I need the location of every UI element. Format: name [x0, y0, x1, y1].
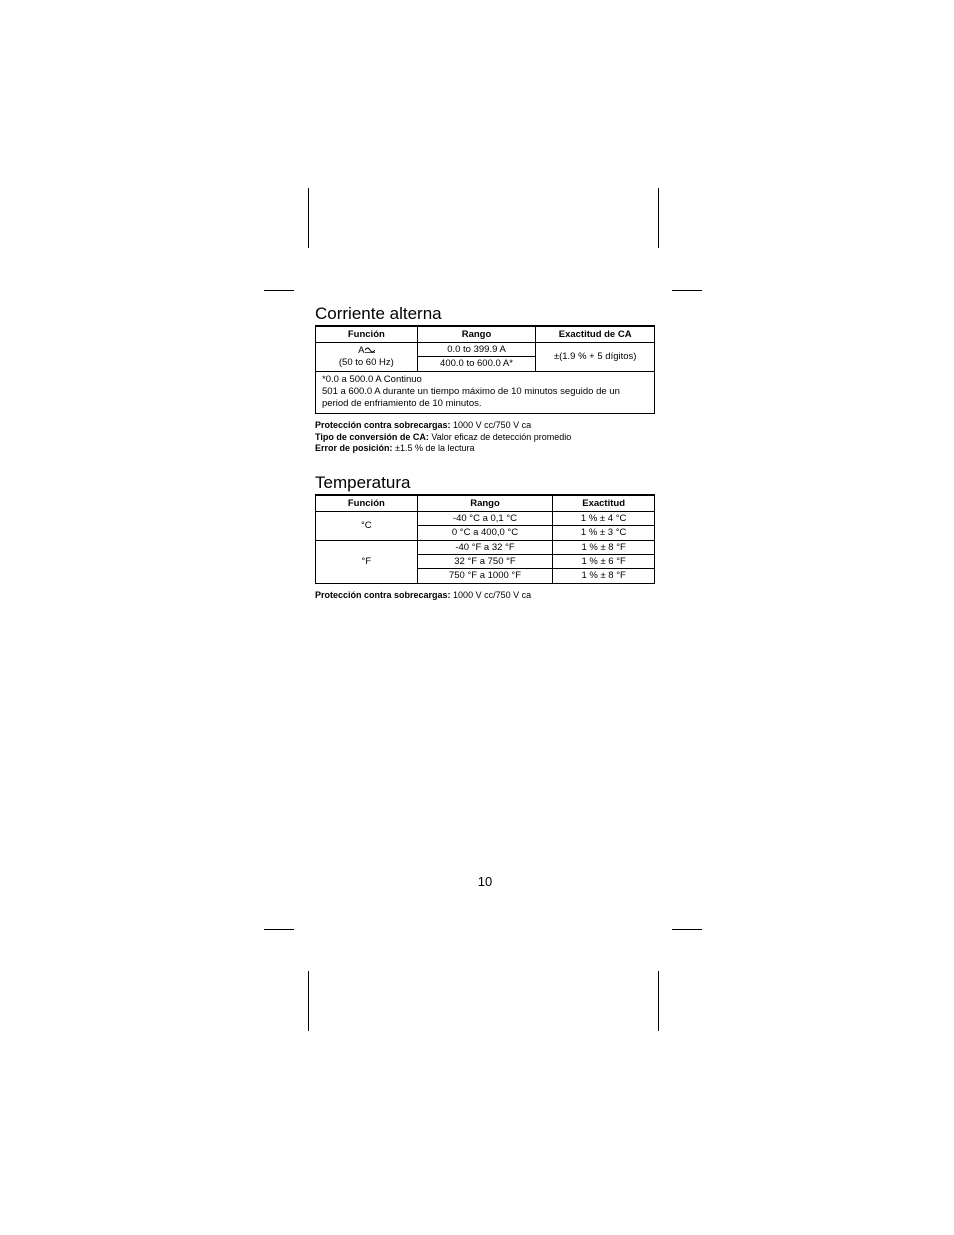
footer-label: Protección contra sobrecargas: [315, 590, 451, 600]
acc-cell: 1 % ± 4 °C [553, 511, 655, 525]
acc-cell: 1 % ± 8 °F [553, 569, 655, 583]
section2-title: Temperatura [315, 473, 655, 493]
footer-label: Protección contra sobrecargas: [315, 420, 451, 430]
acc-cell: 1 % ± 3 °C [553, 526, 655, 540]
col-header-range: Rango [417, 495, 553, 512]
ac-current-table: Función Rango Exactitud de CA A (50 to 6… [315, 325, 655, 414]
table-row: A (50 to 60 Hz) 0.0 to 399.9 A ±(1.9 % +… [316, 343, 655, 357]
range-cell: 750 °F a 1000 °F [417, 569, 553, 583]
acc-cell: 1 % ± 6 °F [553, 555, 655, 569]
range-cell: 0 °C a 400,0 °C [417, 526, 553, 540]
footnote-line2: 501 a 600.0 A durante un tiempo máximo d… [322, 386, 620, 409]
acc-cell: 1 % ± 8 °F [553, 540, 655, 554]
footer-value: ±1.5 % de la lectura [393, 443, 475, 453]
footer-value: 1000 V cc/750 V ca [451, 420, 532, 430]
col-header-range: Rango [417, 326, 536, 343]
col-header-func: Función [316, 326, 418, 343]
table-header-row: Función Rango Exactitud [316, 495, 655, 512]
table-header-row: Función Rango Exactitud de CA [316, 326, 655, 343]
footer-label: Error de posición: [315, 443, 393, 453]
page-number: 10 [315, 874, 655, 889]
range-cell: -40 °C a 0,1 °C [417, 511, 553, 525]
temperature-table: Función Rango Exactitud °C -40 °C a 0,1 … [315, 494, 655, 584]
range-cell: 400.0 to 600.0 A* [417, 357, 536, 371]
func-freq: (50 to 60 Hz) [339, 357, 394, 368]
range-cell: -40 °F a 32 °F [417, 540, 553, 554]
document-page: Corriente alterna Función Rango Exactitu… [315, 304, 655, 602]
func-cell: °C [316, 511, 418, 540]
footer-value: Valor eficaz de detección promedio [429, 432, 571, 442]
col-header-acc: Exactitud [553, 495, 655, 512]
table-row: °C -40 °C a 0,1 °C 1 % ± 4 °C [316, 511, 655, 525]
col-header-acc: Exactitud de CA [536, 326, 655, 343]
func-cell: A (50 to 60 Hz) [316, 343, 418, 372]
section1-footer: Protección contra sobrecargas: 1000 V cc… [315, 420, 655, 455]
footer-value: 1000 V cc/750 V ca [451, 590, 532, 600]
table-row: °F -40 °F a 32 °F 1 % ± 8 °F [316, 540, 655, 554]
table-footnote-row: *0.0 a 500.0 A Continuo 501 a 600.0 A du… [316, 371, 655, 413]
func-cell: °F [316, 540, 418, 583]
footer-label: Tipo de conversión de CA: [315, 432, 429, 442]
section1-title: Corriente alterna [315, 304, 655, 324]
section2-footer: Protección contra sobrecargas: 1000 V cc… [315, 590, 655, 602]
ac-wave-icon [365, 347, 375, 353]
footnote-cell: *0.0 a 500.0 A Continuo 501 a 600.0 A du… [316, 371, 655, 413]
range-cell: 32 °F a 750 °F [417, 555, 553, 569]
col-header-func: Función [316, 495, 418, 512]
accuracy-cell: ±(1.9 % + 5 dígitos) [536, 343, 655, 372]
range-cell: 0.0 to 399.9 A [417, 343, 536, 357]
footnote-line1: *0.0 a 500.0 A Continuo [322, 374, 422, 385]
